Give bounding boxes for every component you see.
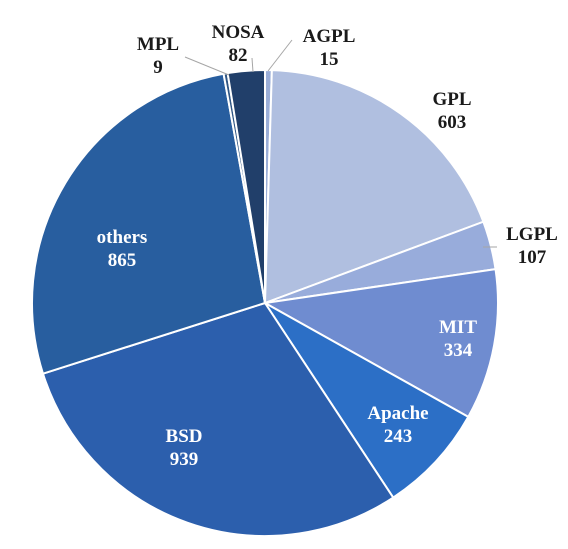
slices-layer <box>31 68 499 537</box>
pie-slice-bsd <box>41 301 395 537</box>
slice-label-agpl: AGPL <box>303 26 356 47</box>
slice-label-mit: MIT <box>439 317 477 338</box>
slice-value-apache: 243 <box>384 426 413 447</box>
slice-label-bsd: BSD <box>166 426 203 447</box>
slice-value-mpl: 9 <box>153 57 163 78</box>
pie-slice-mit <box>261 267 499 419</box>
slice-label-apache: Apache <box>367 403 428 424</box>
leader-line-agpl <box>267 39 293 72</box>
slice-label-lgpl: LGPL <box>506 224 558 245</box>
slice-label-mpl: MPL <box>137 34 179 55</box>
pie-slice-gpl <box>263 69 485 305</box>
slice-label-nosa: NOSA <box>212 22 265 43</box>
leader-lines-layer <box>184 39 497 248</box>
slice-value-others: 865 <box>108 250 137 271</box>
slice-label-others: others <box>97 227 148 248</box>
pie-slice-others <box>31 72 267 375</box>
slice-value-lgpl: 107 <box>518 247 547 268</box>
slice-value-nosa: 82 <box>229 45 248 66</box>
slice-value-gpl: 603 <box>438 112 467 133</box>
slice-value-agpl: 15 <box>320 49 339 70</box>
slice-value-mit: 334 <box>444 340 473 361</box>
pie-slice-apache <box>264 302 470 499</box>
leader-line-nosa <box>251 57 254 73</box>
leader-line-mpl <box>184 56 230 76</box>
slice-value-bsd: 939 <box>170 449 199 470</box>
slice-label-gpl: GPL <box>432 89 471 110</box>
pie-slice-nosa <box>226 68 266 304</box>
